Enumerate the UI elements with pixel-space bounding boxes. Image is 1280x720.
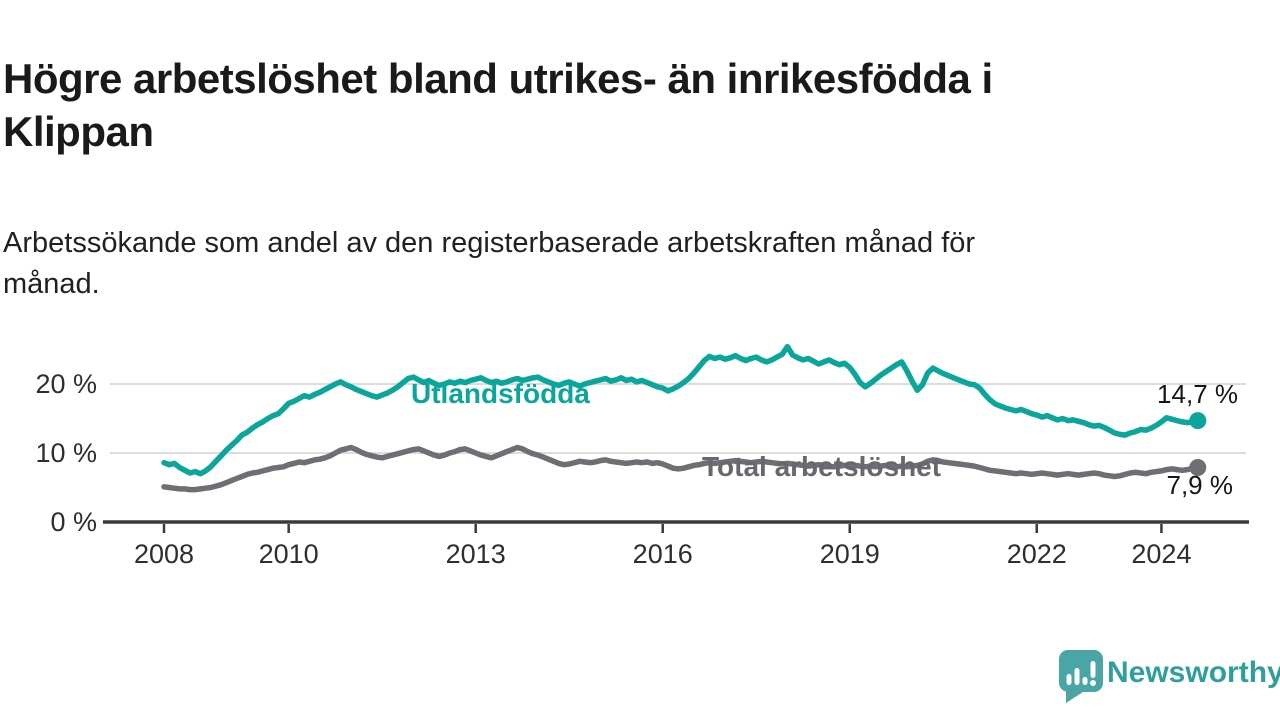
y-axis-tick-label: 0 % bbox=[50, 507, 97, 537]
end-value-label-total: 7,9 % bbox=[1166, 470, 1234, 500]
newsworthy-logo-icon bbox=[1059, 650, 1103, 703]
x-axis-tick-label: 2016 bbox=[632, 539, 693, 569]
page-title: Högre arbetslöshet bland utrikes- än inr… bbox=[3, 55, 993, 156]
x-axis-tick-label: 2010 bbox=[258, 539, 319, 569]
x-axis-tick-label: 2008 bbox=[133, 539, 195, 569]
newsworthy-logo: Newsworthy bbox=[1056, 649, 1280, 709]
x-axis-tick-label: 2022 bbox=[1006, 539, 1067, 569]
series-line-0 bbox=[161, 343, 1201, 477]
series-end-dot-0 bbox=[1189, 412, 1207, 430]
logo-exclamation-bar bbox=[1090, 661, 1096, 678]
series-end-dot-1 bbox=[1189, 459, 1207, 476]
chart-subtitle: Arbetssökande som andel av den registerb… bbox=[3, 227, 976, 300]
logo-exclamation-dot bbox=[1090, 680, 1096, 686]
y-axis-tick-label: 10 % bbox=[35, 438, 97, 468]
newsworthy-logo-text: Newsworthy bbox=[1107, 656, 1280, 689]
x-axis-tick-label: 2013 bbox=[445, 539, 506, 569]
logo-bar-2 bbox=[1074, 668, 1080, 685]
end-value-label-utlandsfodda: 14,7 % bbox=[1157, 379, 1238, 409]
series-label-total-arbetsloshet: Total arbetslöshet bbox=[702, 451, 942, 482]
series-label-utlandsfodda: Utlandsfödda bbox=[411, 378, 590, 409]
series-line-1 bbox=[161, 444, 1201, 493]
logo-bar-1 bbox=[1066, 674, 1072, 685]
x-axis-tick-label: 2024 bbox=[1131, 539, 1192, 569]
y-axis-tick-label: 20 % bbox=[35, 369, 97, 399]
x-axis-tick-label: 2019 bbox=[819, 539, 880, 569]
logo-bar-3 bbox=[1082, 677, 1088, 685]
